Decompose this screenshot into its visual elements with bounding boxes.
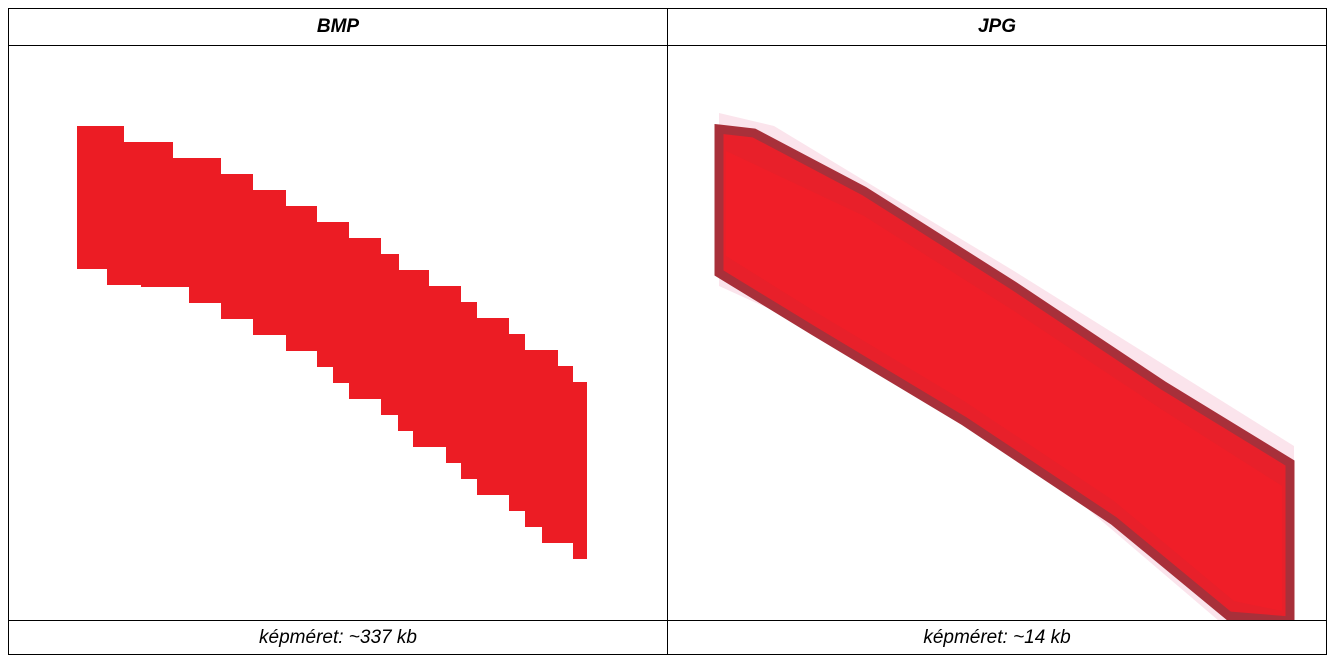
jpg-image bbox=[668, 46, 1335, 620]
page: BMP JPG képméret: ~337 kb képméret: ~14 … bbox=[0, 0, 1335, 655]
bmp-stroke bbox=[77, 126, 587, 559]
header-cell: BMP bbox=[9, 9, 668, 46]
bmp-image bbox=[9, 46, 654, 620]
comparison-table: BMP JPG képméret: ~337 kb képméret: ~14 … bbox=[8, 8, 1327, 655]
jpg-core bbox=[726, 151, 1282, 611]
caption-cell: képméret: ~337 kb bbox=[9, 621, 668, 655]
image-cell bbox=[9, 46, 668, 621]
caption-cell: képméret: ~14 kb bbox=[668, 621, 1327, 655]
image-cell bbox=[668, 46, 1327, 621]
header-cell: JPG bbox=[668, 9, 1327, 46]
